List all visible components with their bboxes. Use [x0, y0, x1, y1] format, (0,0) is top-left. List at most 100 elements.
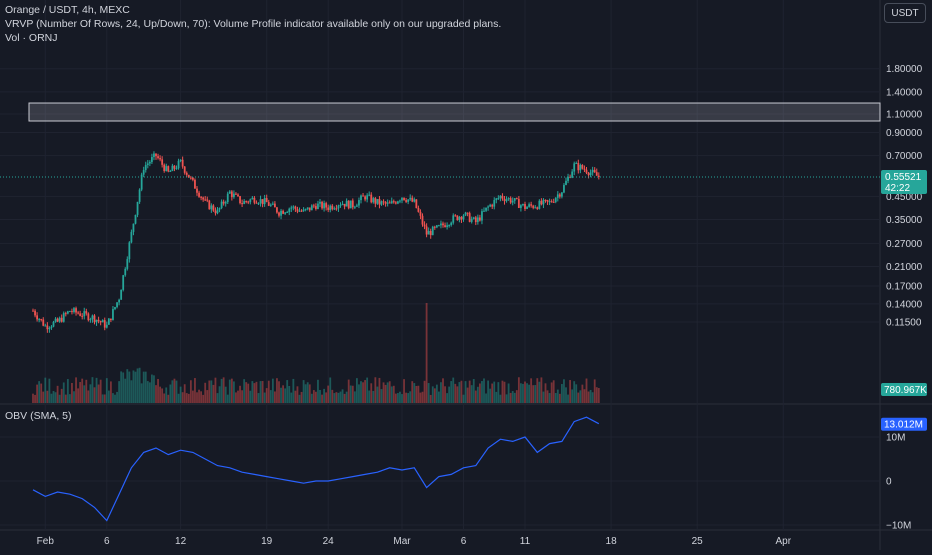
candle-body[interactable] [222, 201, 225, 204]
candle-body[interactable] [218, 207, 221, 210]
candle-body[interactable] [138, 189, 141, 202]
candle-body[interactable] [353, 206, 356, 208]
candle-body[interactable] [444, 225, 446, 228]
candle-body[interactable] [464, 212, 467, 216]
candle-body[interactable] [536, 207, 539, 209]
candle-body[interactable] [278, 212, 280, 216]
candle-body[interactable] [366, 195, 369, 200]
candle-body[interactable] [206, 199, 209, 201]
candle-body[interactable] [452, 215, 455, 223]
candle-body[interactable] [413, 199, 416, 202]
candle-body[interactable] [112, 309, 114, 321]
candle-body[interactable] [522, 203, 524, 206]
candle-body[interactable] [243, 201, 246, 204]
candle-body[interactable] [499, 195, 502, 199]
candle-body[interactable] [575, 163, 578, 165]
candle-body[interactable] [155, 153, 157, 157]
candle-body[interactable] [99, 321, 102, 323]
candle-body[interactable] [351, 200, 354, 208]
candle-body[interactable] [60, 317, 63, 322]
candle-body[interactable] [89, 319, 92, 321]
candle-body[interactable] [267, 202, 270, 206]
candle-body[interactable] [442, 223, 444, 226]
candle-body[interactable] [175, 168, 178, 170]
candle-body[interactable] [528, 204, 530, 207]
candle-body[interactable] [485, 207, 487, 211]
candle-body[interactable] [448, 225, 451, 227]
symbol-legend[interactable]: Orange / USDT, 4h, MEXC [5, 4, 130, 16]
candle-body[interactable] [419, 211, 422, 216]
candle-body[interactable] [491, 204, 494, 207]
candle-body[interactable] [386, 202, 389, 204]
vrvp-legend[interactable]: VRVP (Number Of Rows, 24, Up/Down, 70): … [5, 18, 502, 30]
candle-body[interactable] [554, 197, 557, 202]
candle-body[interactable] [114, 307, 116, 310]
candle-body[interactable] [226, 193, 229, 203]
candle-body[interactable] [438, 225, 440, 227]
candle-body[interactable] [321, 201, 323, 209]
candle-body[interactable] [282, 210, 284, 214]
candle-body[interactable] [173, 165, 176, 169]
candle-body[interactable] [540, 200, 543, 205]
candle-body[interactable] [247, 201, 250, 203]
candle-body[interactable] [77, 312, 79, 314]
candle-body[interactable] [83, 311, 86, 317]
candle-body[interactable] [38, 319, 41, 321]
candle-body[interactable] [259, 199, 262, 204]
candle-body[interactable] [370, 194, 373, 203]
candle-body[interactable] [472, 217, 475, 219]
candle-body[interactable] [456, 215, 459, 221]
candle-body[interactable] [319, 201, 321, 204]
candle-body[interactable] [228, 191, 231, 194]
candle-body[interactable] [105, 324, 108, 328]
candle-body[interactable] [376, 199, 379, 204]
candle-body[interactable] [44, 325, 47, 327]
candle-body[interactable] [323, 203, 325, 209]
candle-body[interactable] [306, 207, 309, 209]
candle-body[interactable] [517, 198, 520, 208]
candle-body[interactable] [93, 315, 96, 323]
candle-body[interactable] [565, 180, 567, 185]
candle-body[interactable] [474, 217, 477, 223]
candle-body[interactable] [503, 198, 506, 202]
candle-body[interactable] [501, 195, 504, 199]
candle-body[interactable] [487, 206, 489, 208]
candle-body[interactable] [423, 224, 426, 227]
candle-body[interactable] [415, 199, 418, 209]
candle-body[interactable] [417, 208, 420, 212]
candle-body[interactable] [120, 289, 123, 300]
candle-body[interactable] [124, 268, 127, 276]
candle-body[interactable] [460, 216, 463, 220]
candle-body[interactable] [431, 226, 434, 236]
candle-body[interactable] [130, 231, 133, 243]
candle-body[interactable] [476, 217, 479, 223]
candle-body[interactable] [577, 163, 580, 171]
candle-body[interactable] [159, 158, 161, 160]
candle-body[interactable] [515, 198, 518, 200]
candle-body[interactable] [384, 202, 387, 204]
candle-body[interactable] [202, 197, 205, 200]
candle-body[interactable] [493, 200, 496, 207]
candle-body[interactable] [220, 201, 223, 208]
candle-body[interactable] [107, 318, 110, 325]
candle-body[interactable] [567, 176, 569, 181]
candle-body[interactable] [548, 201, 551, 203]
candle-body[interactable] [308, 207, 311, 211]
candle-body[interactable] [122, 275, 125, 290]
candle-body[interactable] [356, 205, 358, 207]
candle-body[interactable] [335, 208, 338, 210]
candle-body[interactable] [110, 318, 112, 321]
candle-body[interactable] [87, 313, 90, 321]
candle-body[interactable] [134, 214, 137, 224]
candle-body[interactable] [126, 259, 129, 269]
candle-body[interactable] [210, 205, 213, 210]
candle-body[interactable] [189, 177, 192, 179]
candle-body[interactable] [585, 169, 588, 173]
candle-body[interactable] [388, 202, 391, 204]
candle-body[interactable] [263, 197, 266, 205]
candle-body[interactable] [249, 199, 252, 203]
candle-body[interactable] [345, 200, 348, 207]
candle-body[interactable] [446, 225, 448, 228]
candle-body[interactable] [550, 201, 553, 203]
